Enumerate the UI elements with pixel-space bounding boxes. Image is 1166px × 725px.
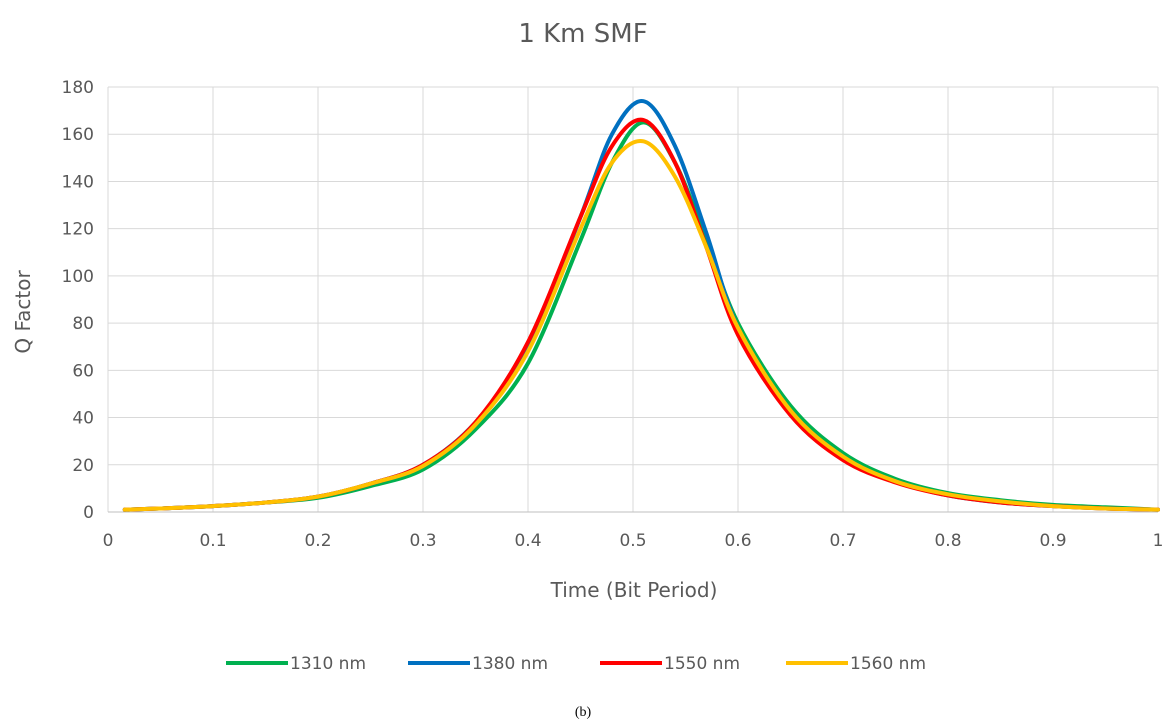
- y-tick-label: 40: [72, 409, 94, 429]
- grid: [107, 86, 1159, 512]
- series-line-1560-nm: [122, 138, 1160, 512]
- y-tick-label: 140: [62, 172, 94, 192]
- chart-title: 1 Km SMF: [518, 19, 647, 49]
- x-tick-label: 0.5: [619, 531, 646, 551]
- series-line-1550-nm: [122, 117, 1160, 512]
- x-tick-label: 0.2: [304, 531, 331, 551]
- tick-labels: 0 20 40 60 80 100 120 140 160 180 0 0.1 0.2 0.3 0.4 0.5…: [62, 78, 1164, 551]
- y-axis-label: Q Factor: [11, 270, 35, 354]
- y-tick-label: 80: [72, 314, 94, 334]
- series-line-1380-nm: [122, 99, 1160, 512]
- x-tick-label: 0.8: [934, 531, 961, 551]
- x-axis-label: Time (Bit Period): [550, 578, 718, 602]
- x-tick-label: 0.6: [724, 531, 751, 551]
- x-tick-label: 0.3: [409, 531, 436, 551]
- series-line-1310-nm: [122, 120, 1160, 512]
- x-tick-label: 0.4: [514, 531, 541, 551]
- y-tick-label: 0: [83, 503, 94, 523]
- legend-label-1550-nm: 1550 nm: [664, 654, 740, 674]
- series-lines: [122, 99, 1160, 512]
- y-tick-label: 160: [62, 125, 94, 145]
- legend: 1310 nm 1380 nm 1550 nm 1560 nm: [226, 654, 926, 674]
- x-tick-label: 0.9: [1039, 531, 1066, 551]
- figure-caption: (b): [575, 705, 592, 720]
- x-tick-label: 0.1: [199, 531, 226, 551]
- legend-label-1560-nm: 1560 nm: [850, 654, 926, 674]
- y-tick-label: 100: [62, 267, 94, 287]
- y-tick-label: 180: [62, 78, 94, 98]
- x-tick-label: 0.7: [829, 531, 856, 551]
- y-tick-label: 120: [62, 220, 94, 240]
- legend-label-1380-nm: 1380 nm: [472, 654, 548, 674]
- x-tick-label: 1: [1153, 531, 1164, 551]
- y-tick-label: 20: [72, 456, 94, 476]
- x-tick-label: 0: [103, 531, 114, 551]
- y-tick-label: 60: [72, 361, 94, 381]
- legend-label-1310-nm: 1310 nm: [290, 654, 366, 674]
